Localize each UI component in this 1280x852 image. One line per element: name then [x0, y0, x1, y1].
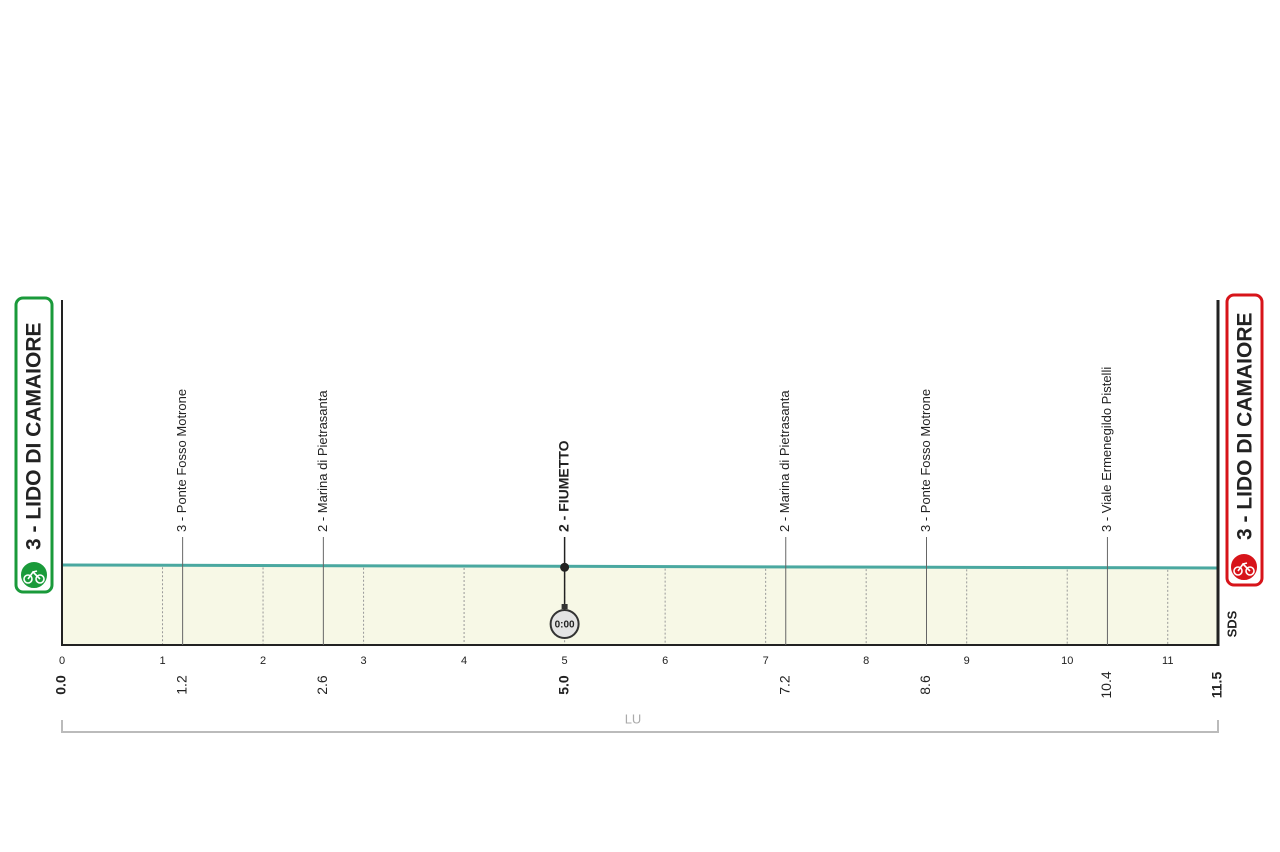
x-tick-label: 0 — [59, 655, 65, 667]
x-tick-label: 6 — [662, 655, 668, 667]
waypoint-label: 2 - Marina di Pietrasanta — [315, 390, 330, 532]
km-label: 11.5 — [1209, 672, 1225, 699]
intermediate-time: 0:00 — [555, 620, 575, 631]
waypoint-label: 3 - Viale Ermenegildo Pistelli — [1099, 367, 1114, 532]
start-label: 3 - LIDO DI CAMAIORE — [23, 322, 46, 550]
x-tick-label: 8 — [863, 655, 869, 667]
bike-icon — [23, 570, 45, 584]
x-tick-label: 10 — [1061, 655, 1073, 667]
x-tick-label: 3 — [361, 655, 367, 667]
bike-icon — [1233, 562, 1255, 576]
x-tick-label: 2 — [260, 655, 266, 667]
waypoint-label: 2 - FIUMETTO — [555, 440, 571, 532]
start-box — [14, 296, 54, 594]
km-label: 8.6 — [917, 675, 933, 695]
profile-area — [62, 565, 1218, 645]
km-label: 7.2 — [776, 675, 792, 695]
stopwatch — [549, 609, 580, 639]
finish-label: 3 - LIDO DI CAMAIORE — [1234, 312, 1257, 540]
x-tick-label: 1 — [159, 655, 165, 667]
province-label: LU — [625, 711, 642, 726]
x-tick-label: 7 — [763, 655, 769, 667]
finish-box — [1225, 293, 1264, 587]
finish-icon — [1229, 552, 1259, 582]
waypoint-dot — [560, 562, 570, 572]
logo: SDS — [1224, 610, 1239, 637]
km-label: 0.0 — [53, 675, 69, 695]
profile-line — [61, 563, 1219, 570]
x-tick-label: 9 — [964, 655, 970, 667]
x-tick-label: 5 — [562, 655, 568, 667]
waypoint-label: 2 - Marina di Pietrasanta — [777, 390, 792, 532]
x-tick-label: 4 — [461, 655, 467, 667]
x-tick-label: 11 — [1162, 655, 1173, 667]
start-icon — [19, 560, 49, 590]
km-label: 10.4 — [1098, 671, 1114, 698]
province-bracket — [61, 720, 1219, 733]
km-label: 2.6 — [314, 675, 330, 695]
waypoint-label: 3 - Ponte Fosso Motrone — [918, 389, 933, 532]
stopwatch-knob — [561, 604, 568, 609]
waypoint-label: 3 - Ponte Fosso Motrone — [174, 389, 189, 532]
km-label: 1.2 — [173, 675, 189, 695]
km-label: 5.0 — [555, 675, 571, 695]
